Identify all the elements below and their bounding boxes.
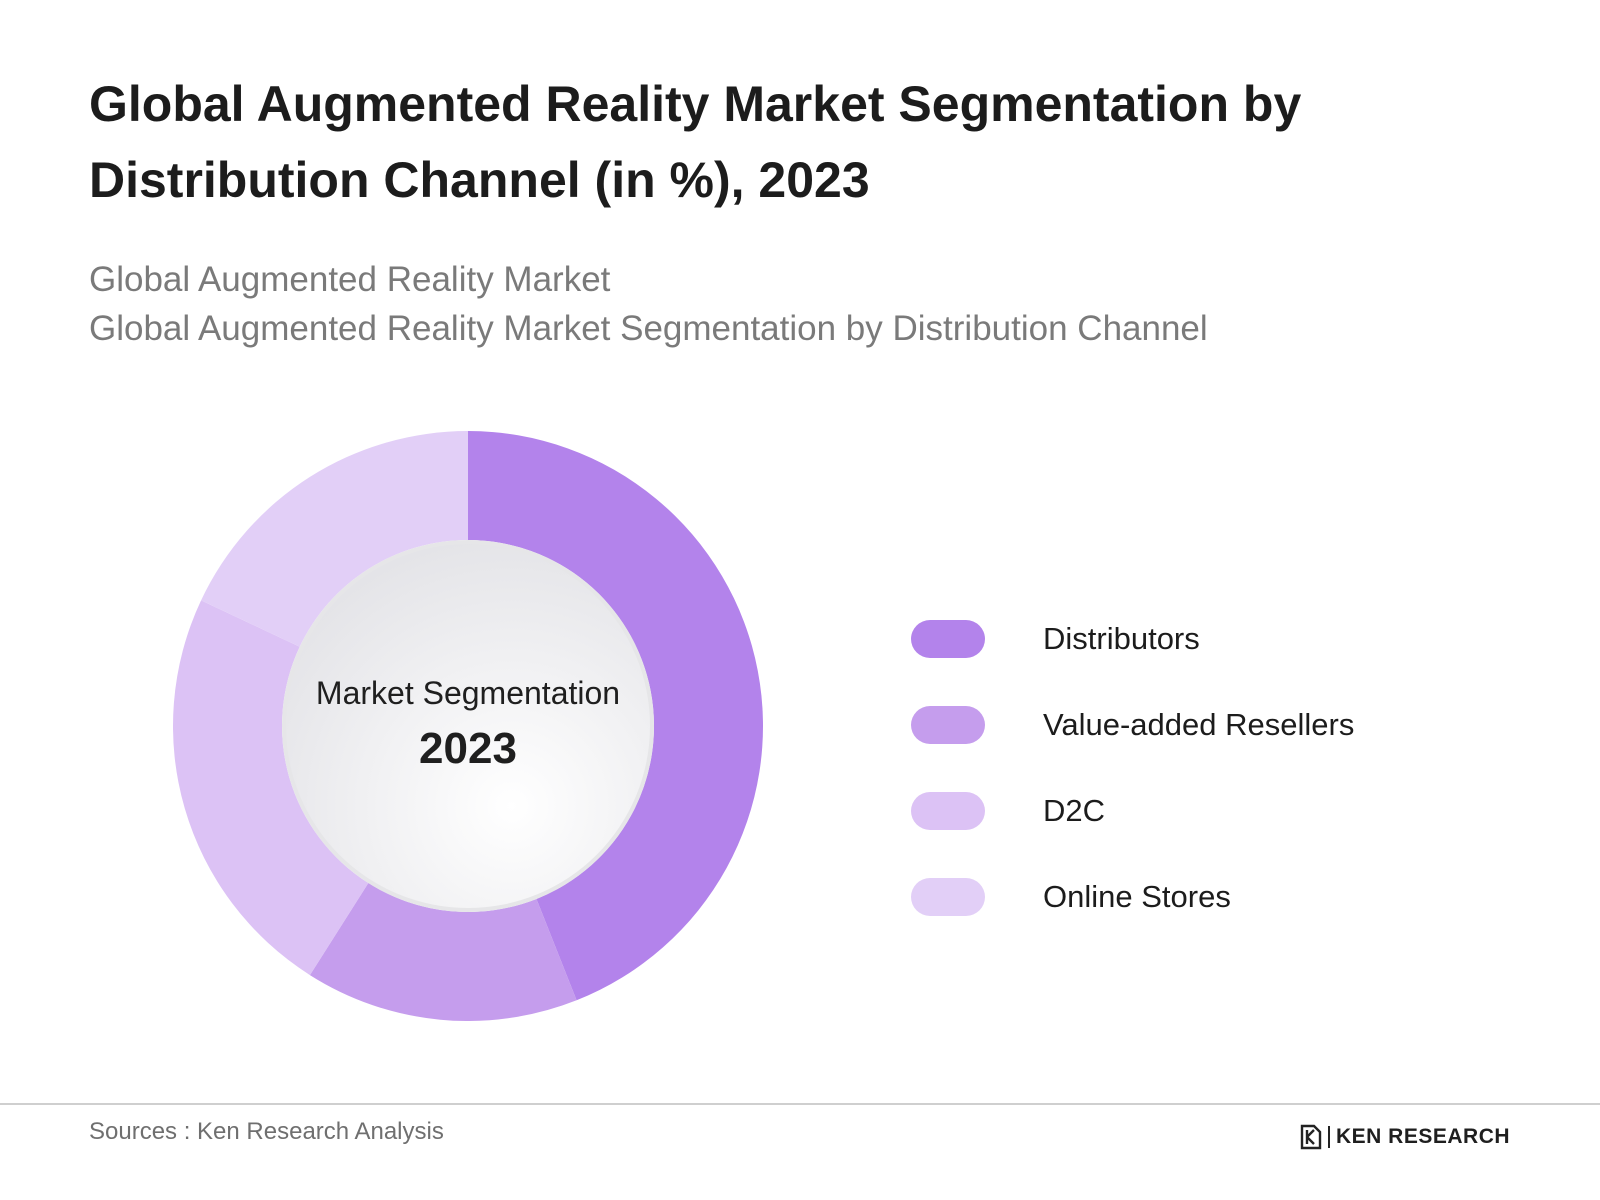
legend-label-d2c: D2C [1043,793,1106,828]
legend-label-value-added-resellers: Value-added Resellers [1043,707,1355,742]
footer-divider [0,1103,1600,1105]
legend-item-online-stores: Online Stores [911,854,1531,940]
chart-legend: Distributors Value-added Resellers D2C O… [911,596,1531,940]
donut-slice-d2c [173,600,369,976]
donut-slice-distributors [468,431,763,1001]
donut-chart-svg [173,431,763,1021]
legend-label-online-stores: Online Stores [1043,879,1231,914]
legend-item-d2c: D2C [911,768,1531,854]
legend-item-distributors: Distributors [911,596,1531,682]
chart-subtitle-market: Global Augmented Reality Market [89,260,611,299]
legend-item-value-added-resellers: Value-added Resellers [911,682,1531,768]
chart-title: Global Augmented Reality Market Segmenta… [89,76,1302,208]
donut-chart: Market Segmentation 2023 [173,431,763,1021]
legend-swatch-d2c [911,792,985,830]
chart-subtitle-segmentation: Global Augmented Reality Market Segmenta… [89,309,1208,348]
donut-slices [173,431,763,1021]
donut-slice-value-added-resellers [309,883,577,1021]
donut-hole [286,544,650,908]
donut-slice-online-stores [201,431,468,647]
brand-separator [1328,1126,1330,1148]
brand-name: KEN RESEARCH [1336,1125,1511,1148]
legend-swatch-distributors [911,620,985,658]
legend-label-distributors: Distributors [1043,621,1200,656]
legend-swatch-online-stores [911,878,985,916]
brand-logo: KEN RESEARCH [1300,1124,1510,1150]
ken-research-logo-icon [1300,1124,1322,1150]
source-note: Sources : Ken Research Analysis [89,1118,444,1145]
legend-swatch-value-added-resellers [911,706,985,744]
